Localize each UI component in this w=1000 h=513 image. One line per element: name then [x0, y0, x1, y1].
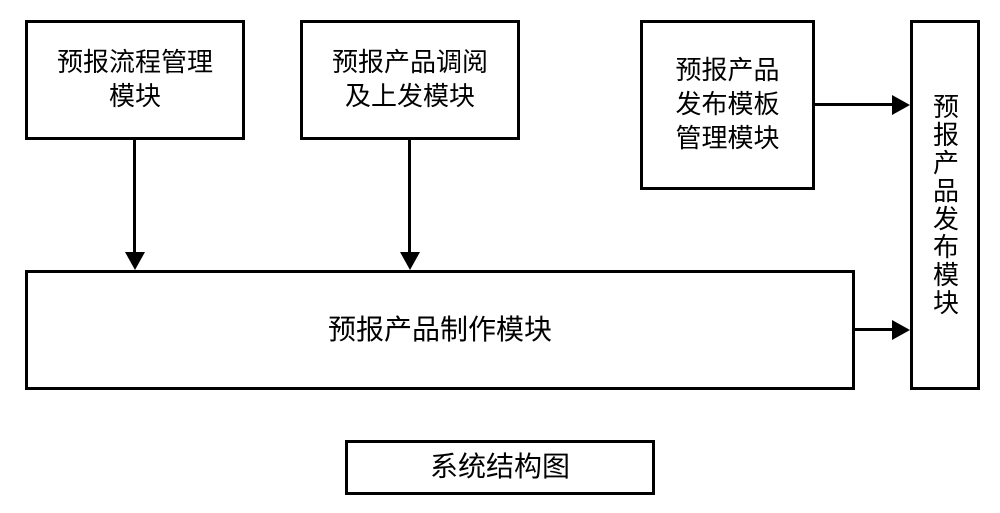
- arrow-box2-to-box4-line: [408, 140, 411, 255]
- arrow-box1-to-box4-line: [133, 140, 136, 255]
- product-release-module-box: 预报产品发布模块: [910, 20, 980, 390]
- arrow-box1-to-box4-head: [125, 252, 145, 270]
- box3-label: 预报产品发布模板管理模块: [675, 54, 779, 155]
- box6-label: 系统结构图: [430, 449, 570, 485]
- product-creation-module-box: 预报产品制作模块: [25, 270, 855, 390]
- arrow-box4-to-box5-line: [855, 328, 895, 331]
- diagram-title-box: 系统结构图: [345, 440, 655, 495]
- arrow-box3-to-box5-line: [815, 103, 895, 106]
- box2-label: 预报产品调阅及上发模块: [332, 46, 488, 114]
- arrow-box2-to-box4-head: [400, 252, 420, 270]
- box1-label: 预报流程管理模块: [57, 46, 213, 114]
- product-release-template-management-module-box: 预报产品发布模板管理模块: [640, 20, 815, 190]
- box4-label: 预报产品制作模块: [328, 312, 552, 348]
- product-retrieval-upload-module-box: 预报产品调阅及上发模块: [300, 20, 520, 140]
- box5-label: 预报产品发布模块: [927, 93, 964, 317]
- arrow-box3-to-box5-head: [892, 95, 910, 115]
- arrow-box4-to-box5-head: [892, 320, 910, 340]
- process-management-module-box: 预报流程管理模块: [25, 20, 245, 140]
